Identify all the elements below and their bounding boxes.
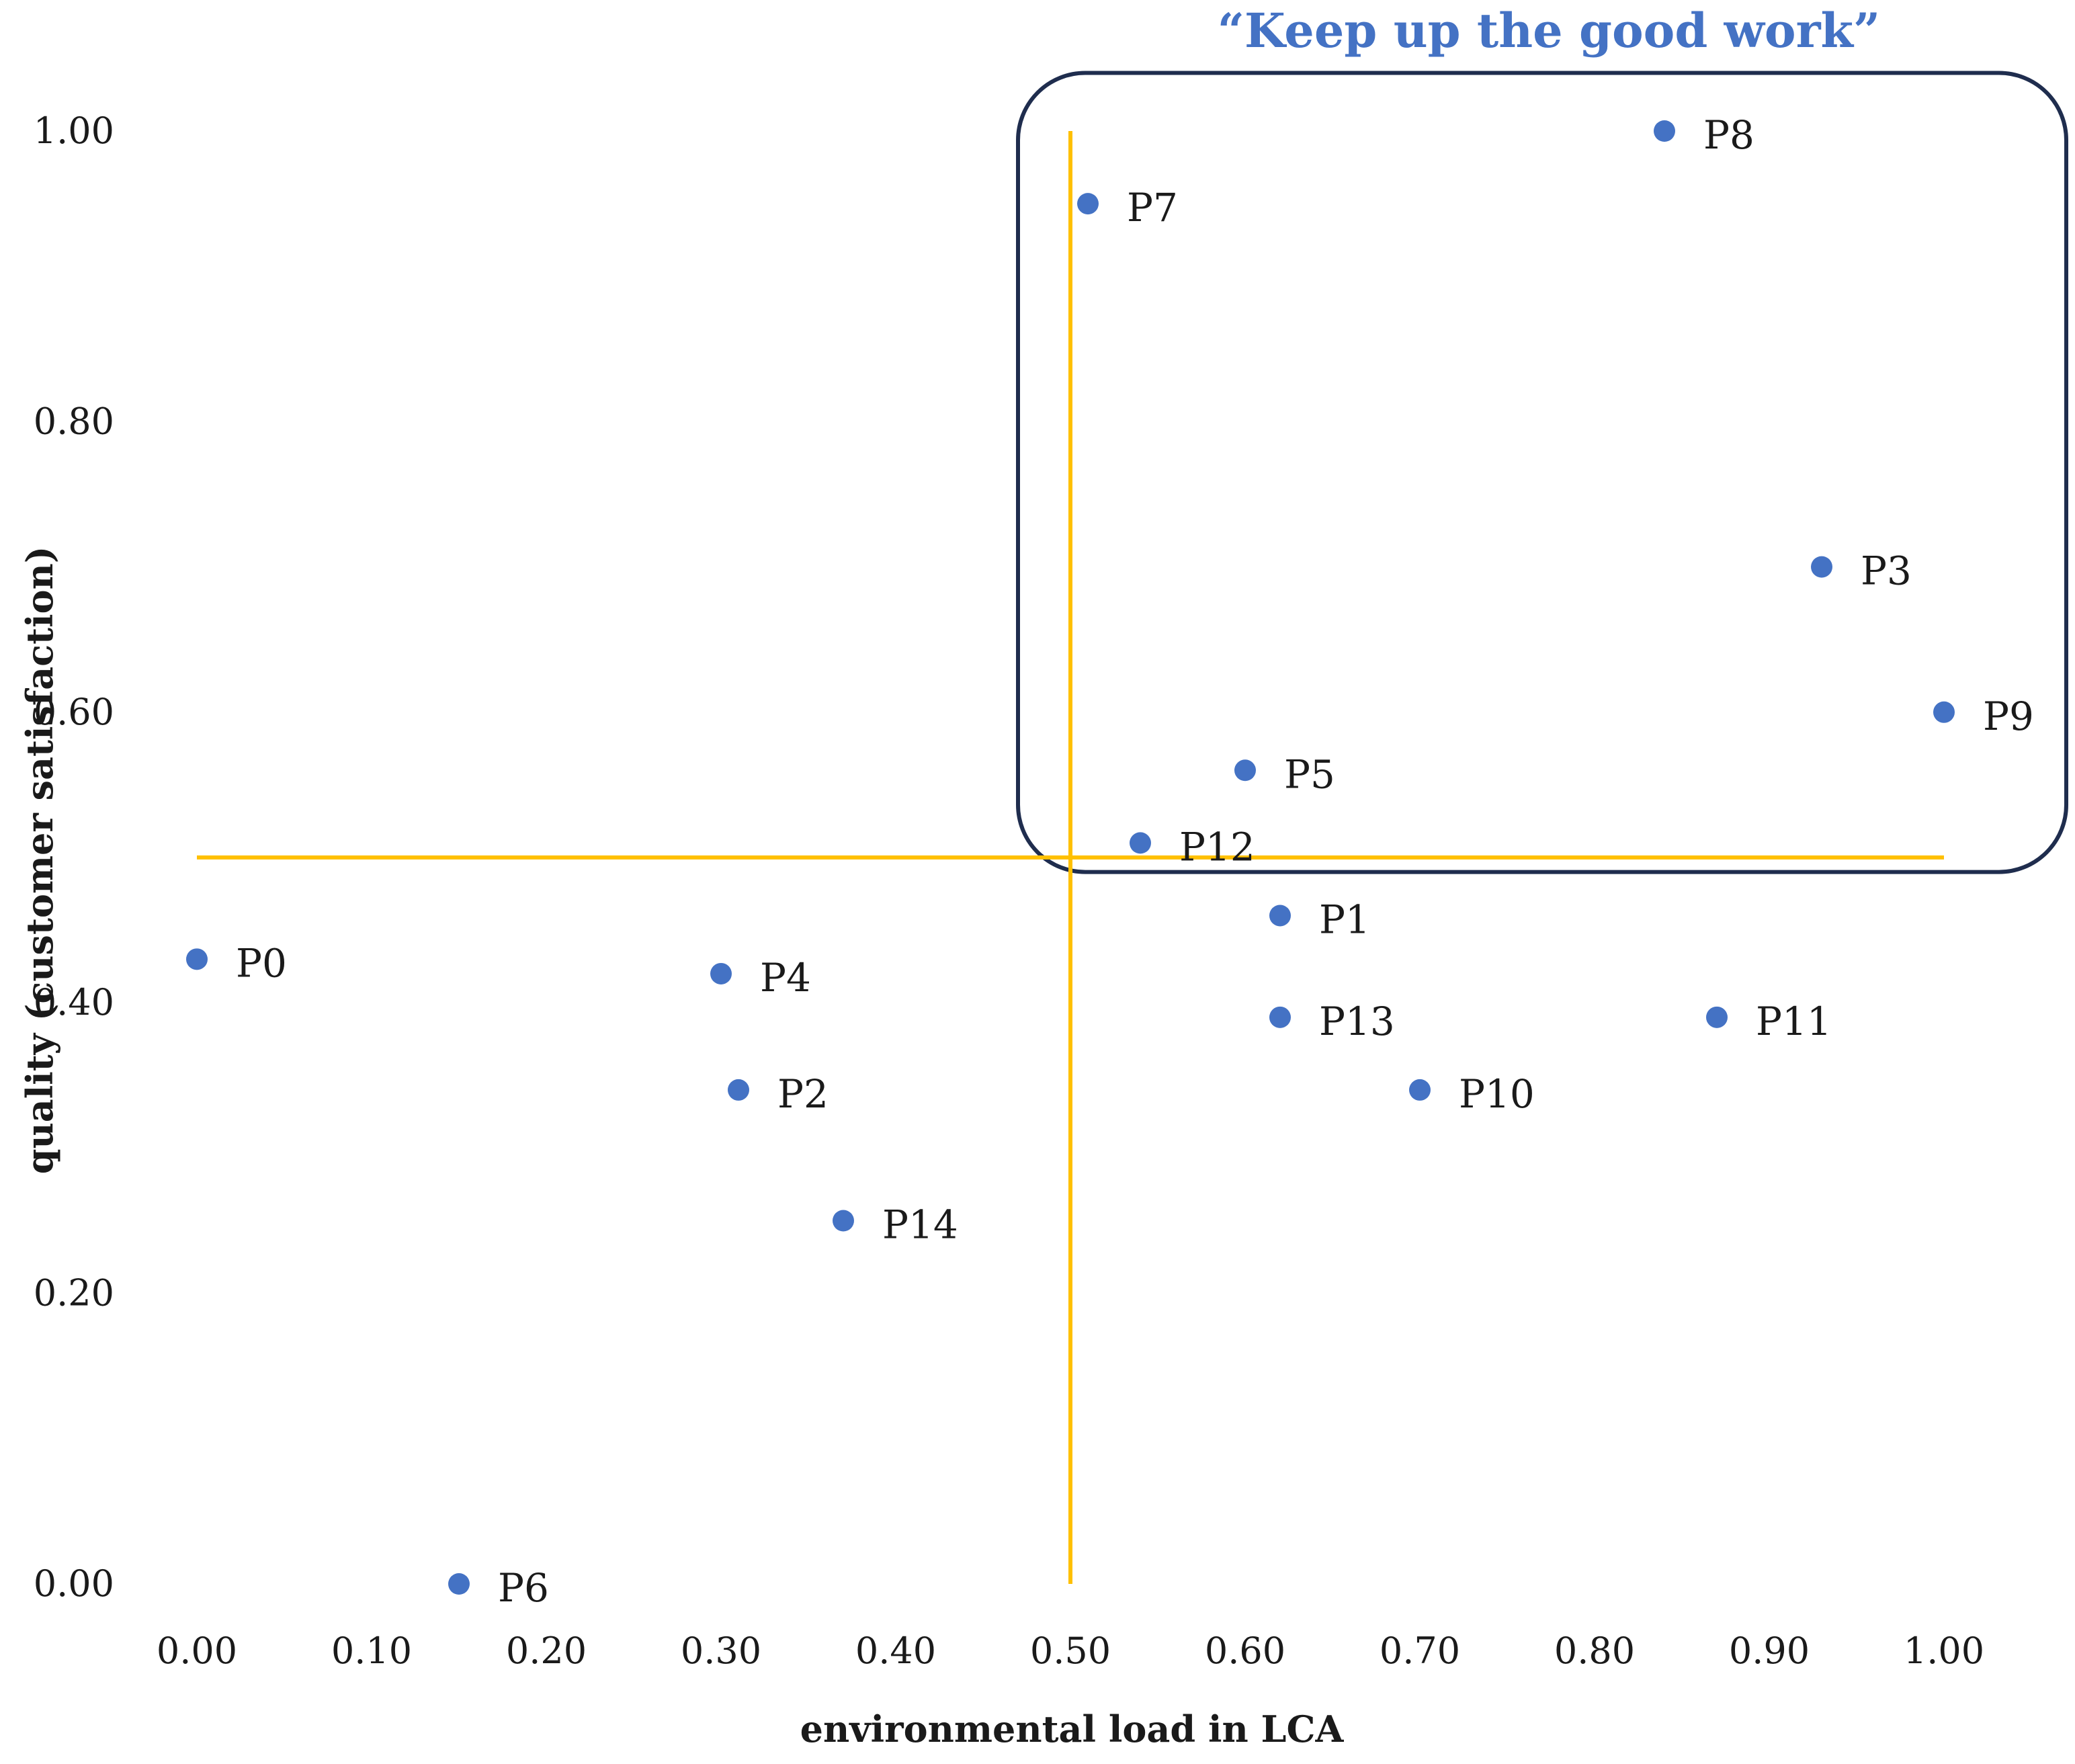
x-tick-label: 0.50 <box>1030 1630 1111 1672</box>
y-tick-label: 0.00 <box>34 1562 114 1605</box>
x-tick-label: 0.10 <box>331 1630 412 1672</box>
point-marker <box>1933 701 1955 723</box>
point-label: P10 <box>1459 1071 1535 1117</box>
data-point-p11: P11 <box>1706 999 1832 1044</box>
point-label: P11 <box>1756 999 1832 1044</box>
x-tick-label: 1.00 <box>1904 1630 1984 1672</box>
data-point-p8: P8 <box>1654 112 1754 158</box>
point-label: P7 <box>1127 185 1178 230</box>
data-point-p1: P1 <box>1269 896 1370 942</box>
x-tick-label: 0.30 <box>681 1630 761 1672</box>
point-label: P1 <box>1319 896 1370 942</box>
data-point-p0: P0 <box>186 940 287 986</box>
highlight-region-layer <box>1016 71 2068 874</box>
point-label: P14 <box>882 1202 958 1248</box>
x-axis-title: environmental load in LCA <box>800 1708 1345 1751</box>
point-marker <box>728 1079 749 1101</box>
point-marker <box>1654 120 1675 142</box>
point-label: P6 <box>498 1565 549 1611</box>
data-point-p4: P4 <box>710 955 811 1001</box>
point-label: P9 <box>1983 694 2034 739</box>
x-tick-label: 0.90 <box>1729 1630 1810 1672</box>
point-marker <box>1269 905 1291 927</box>
x-tick-label: 0.20 <box>506 1630 587 1672</box>
point-label: P13 <box>1319 999 1395 1044</box>
point-label: P3 <box>1861 548 1912 594</box>
point-label: P0 <box>236 940 287 986</box>
x-axis-ticks: 0.00 0.10 0.20 0.30 0.40 0.50 0.60 0.70 0.80 0.90… <box>157 1630 1984 1672</box>
point-marker <box>1130 832 1151 854</box>
data-point-p10: P10 <box>1409 1071 1535 1117</box>
data-point-p9: P9 <box>1933 694 2034 739</box>
threshold-lines <box>197 131 1944 1584</box>
point-marker <box>1269 1006 1291 1028</box>
data-points: P0 P1 P2 P3 P4 P5 P6 P7 P8 P9 P10 P11 P12 P13 P14 <box>186 112 2034 1611</box>
y-tick-label: 0.20 <box>34 1272 114 1314</box>
highlight-region-box <box>1016 71 2068 874</box>
point-marker <box>710 962 732 984</box>
y-axis-ticks: 0.00 0.20 0.40 0.60 0.80 1.00 <box>34 110 114 1605</box>
data-point-p3: P3 <box>1811 548 1912 594</box>
data-point-p2: P2 <box>728 1071 829 1117</box>
x-tick-label: 0.70 <box>1380 1630 1460 1672</box>
x-tick-label: 0.40 <box>855 1630 936 1672</box>
data-point-p5: P5 <box>1234 751 1335 797</box>
point-marker <box>448 1573 470 1595</box>
point-marker <box>186 948 208 970</box>
point-label: P8 <box>1703 112 1754 158</box>
y-tick-label: 0.80 <box>34 400 114 442</box>
y-tick-label: 1.00 <box>34 110 114 152</box>
data-point-p12: P12 <box>1130 824 1255 870</box>
x-tick-label: 0.00 <box>157 1630 237 1672</box>
x-tick-label: 0.80 <box>1554 1630 1635 1672</box>
point-label: P4 <box>760 955 811 1001</box>
data-point-p7: P7 <box>1077 185 1178 230</box>
point-label: P2 <box>777 1071 829 1117</box>
data-point-p13: P13 <box>1269 999 1395 1044</box>
point-label: P5 <box>1284 751 1335 797</box>
x-tick-label: 0.60 <box>1205 1630 1285 1672</box>
data-point-p14: P14 <box>833 1202 958 1248</box>
point-marker <box>1077 193 1099 215</box>
point-marker <box>1234 759 1256 782</box>
y-tick-label: 0.40 <box>34 981 114 1023</box>
data-point-p6: P6 <box>448 1565 549 1611</box>
y-axis-title: quality (customer satisfaction) <box>18 546 61 1175</box>
point-marker <box>1409 1079 1431 1101</box>
region-annotation: “Keep up the good work” <box>1218 3 1881 58</box>
point-label: P12 <box>1179 824 1255 870</box>
point-marker <box>1811 556 1832 578</box>
point-marker <box>833 1210 854 1232</box>
y-tick-label: 0.60 <box>34 691 114 733</box>
point-marker <box>1706 1006 1728 1028</box>
